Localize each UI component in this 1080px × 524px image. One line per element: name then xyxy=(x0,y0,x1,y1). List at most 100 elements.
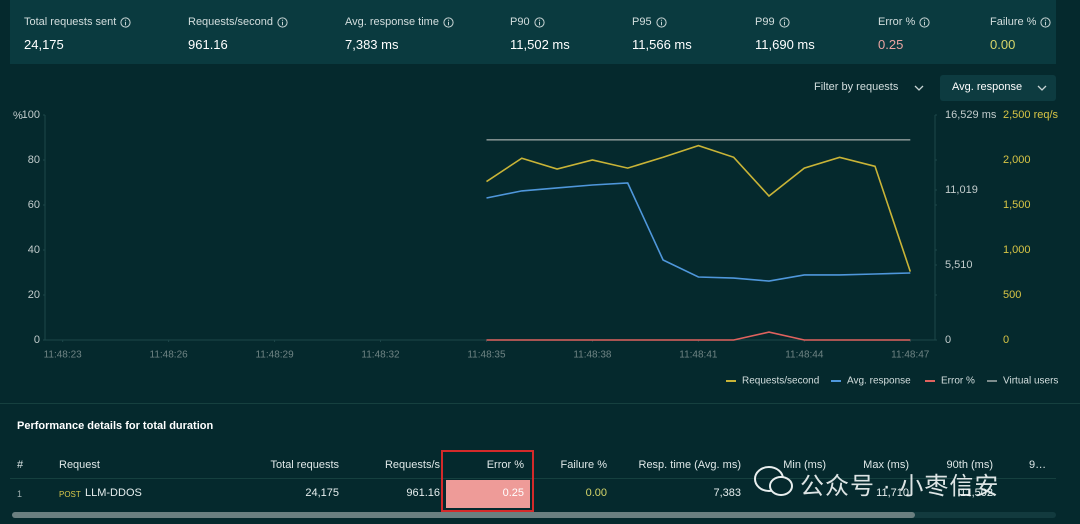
info-icon[interactable] xyxy=(277,16,288,28)
tick-label: 40 xyxy=(28,244,40,256)
legend-label: Requests/second xyxy=(742,376,819,387)
stat-label-text: Error % xyxy=(878,16,916,28)
info-icon[interactable] xyxy=(1040,16,1052,28)
legend-label: Avg. response xyxy=(847,376,911,387)
tick-label: 2,000 xyxy=(1003,154,1031,166)
info-icon[interactable] xyxy=(778,16,790,28)
stat: Avg. response time 7,383 ms xyxy=(345,16,454,52)
highlight-box xyxy=(441,450,534,512)
stat: Error % 0.25 xyxy=(878,16,930,52)
x-tick-label: 11:48:47 xyxy=(891,350,930,361)
column-header: Min (ms) xyxy=(783,459,826,471)
stat-label-text: Total requests sent xyxy=(24,16,117,28)
x-tick-label: 11:48:32 xyxy=(361,350,400,361)
stat-label: Avg. response time xyxy=(345,16,454,28)
info-icon[interactable] xyxy=(655,16,667,28)
stat-value: 0.00 xyxy=(990,37,1016,52)
tick-label: 20 xyxy=(28,289,40,301)
stat-label-text: Avg. response time xyxy=(345,16,439,28)
column-header: Max (ms) xyxy=(863,459,909,471)
info-icon[interactable] xyxy=(919,16,930,28)
legend-label: Error % xyxy=(941,376,975,387)
filter-dropdown[interactable]: Filter by requests xyxy=(814,81,899,93)
stat-value: 0.25 xyxy=(878,37,904,52)
stat-label-text: Requests/second xyxy=(188,16,273,28)
column-header: 90th (ms) xyxy=(946,459,993,471)
stat: Failure % 0.00 xyxy=(990,16,1052,52)
x-tick-label: 11:48:38 xyxy=(573,350,612,361)
watermark: 公众号 · 小枣信安 xyxy=(800,473,1000,500)
stat: Requests/second 961.16 xyxy=(188,16,288,52)
stat-value: 24,175 xyxy=(24,37,64,52)
stat: P99 11,690 ms xyxy=(755,16,815,52)
tick-label: 100 xyxy=(22,109,40,121)
stat: P95 11,566 ms xyxy=(632,16,692,52)
stat-label: P90 xyxy=(510,16,570,28)
cell-rps: 961.16 xyxy=(406,487,440,499)
stat-label-text: P99 xyxy=(755,16,775,28)
info-icon[interactable] xyxy=(533,16,545,28)
tick-label: 0 xyxy=(945,334,951,346)
series-line xyxy=(486,144,912,272)
legend-label: Virtual users xyxy=(1003,376,1058,387)
tick-label: 1,000 xyxy=(1003,244,1031,256)
tick-label: 5,510 xyxy=(945,259,973,271)
column-header: Total requests xyxy=(270,459,339,471)
section-title: Performance details for total duration xyxy=(17,420,214,432)
stat-label-text: Failure % xyxy=(990,16,1037,28)
cell-resp: 7,383 xyxy=(713,487,741,499)
info-icon[interactable] xyxy=(443,16,454,28)
chart: % 0 20 40 60 80 100 0 5,510 11,019 16,529 ms 0 500 1… xyxy=(13,109,1059,387)
column-header: Failure % xyxy=(560,459,607,471)
stat: Total requests sent 24,175 xyxy=(24,16,131,52)
x-tick-label: 11:48:41 xyxy=(679,350,718,361)
stat-value: 11,690 ms xyxy=(755,37,815,52)
request-name: LLM-DDOS xyxy=(85,487,142,499)
stat: P90 11,502 ms xyxy=(510,16,570,52)
cell-error: 0.25 xyxy=(502,487,524,499)
chevron-icon xyxy=(1037,85,1047,91)
tick-label: 16,529 ms xyxy=(945,109,997,121)
column-header: Requests/s xyxy=(384,459,440,471)
column-header: Resp. time (Avg. ms) xyxy=(638,459,742,471)
metric-dropdown[interactable] xyxy=(940,75,1056,101)
stat-value: 961.16 xyxy=(188,37,228,52)
x-tick-label: 11:48:35 xyxy=(467,350,506,361)
x-tick-label: 11:48:29 xyxy=(255,350,294,361)
stat-value: 7,383 ms xyxy=(345,37,399,52)
error-cell-highlight xyxy=(446,480,530,508)
y-axis-label: % xyxy=(13,110,23,122)
info-icon[interactable] xyxy=(120,16,131,28)
method-badge: POST xyxy=(59,490,81,499)
stat-label: P99 xyxy=(755,16,815,28)
row-index: 1 xyxy=(17,489,23,499)
cell-failure: 0.00 xyxy=(585,487,607,499)
tick-label: 1,500 xyxy=(1003,199,1031,211)
tick-label: 0 xyxy=(34,334,40,346)
x-tick-label: 11:48:23 xyxy=(44,350,83,361)
stat-label: Total requests sent xyxy=(24,16,131,28)
scrollbar-thumb[interactable] xyxy=(12,512,915,518)
column-header: # xyxy=(17,459,24,471)
stat-label: Error % xyxy=(878,16,930,28)
metric-dropdown-label: Avg. response xyxy=(952,81,1023,93)
column-header: 9… xyxy=(1029,459,1047,471)
watermark-icon xyxy=(754,466,793,496)
stat-label: P95 xyxy=(632,16,692,28)
stat-label: Failure % xyxy=(990,16,1052,28)
stat-label-text: P95 xyxy=(632,16,652,28)
stat-value: 11,502 ms xyxy=(510,37,570,52)
series-line xyxy=(486,331,911,341)
tick-label: 11,019 xyxy=(945,184,978,196)
tick-label: 500 xyxy=(1003,289,1021,301)
column-header: Error % xyxy=(486,459,524,471)
stat-label: Requests/second xyxy=(188,16,288,28)
column-header: Request xyxy=(59,459,100,471)
cell-p90: 11,502 xyxy=(960,487,993,499)
x-tick-label: 11:48:44 xyxy=(785,350,824,361)
series-line xyxy=(486,182,911,282)
tick-label: 60 xyxy=(28,199,40,211)
tick-label: 0 xyxy=(1003,334,1009,346)
stat-label-text: P90 xyxy=(510,16,530,28)
